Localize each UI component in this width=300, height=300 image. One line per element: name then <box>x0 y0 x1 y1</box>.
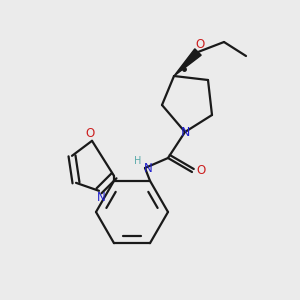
Text: N: N <box>144 163 152 176</box>
Polygon shape <box>174 49 201 76</box>
Text: N: N <box>180 125 190 139</box>
Text: N: N <box>97 191 105 204</box>
Text: O: O <box>85 127 94 140</box>
Text: O: O <box>196 164 206 178</box>
Text: O: O <box>195 38 205 50</box>
Text: H: H <box>134 156 142 166</box>
